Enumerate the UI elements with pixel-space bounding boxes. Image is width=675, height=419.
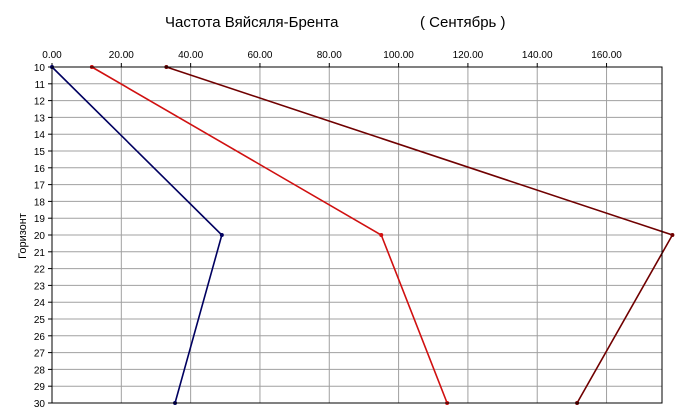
y-tick-label: 30: [34, 399, 46, 410]
data-point: [219, 233, 224, 237]
x-tick-labels: 0.00 20.00 40.00 60.00 80.00 100.00 120.00 140.…: [42, 50, 622, 67]
y-tick-label: 17: [34, 181, 46, 192]
data-point: [670, 233, 675, 237]
y-tick-label: 19: [34, 214, 46, 225]
y-tick-label: 15: [34, 147, 46, 158]
x-tick-label: 40.00: [178, 50, 203, 61]
x-tick-label: 100.00: [383, 50, 414, 61]
y-tick-label: 22: [34, 265, 46, 276]
chart-title: Частота Вяйсяля-Брента: [165, 14, 339, 31]
chart-subtitle: ( Сентябрь ): [420, 14, 506, 31]
grid-lines: [52, 67, 662, 403]
y-tick-label: 23: [34, 281, 46, 292]
y-tick-label: 21: [34, 248, 46, 259]
series-group: [50, 65, 675, 405]
y-tick-label: 18: [34, 197, 46, 208]
data-point: [379, 233, 384, 237]
y-tick-label: 28: [34, 365, 46, 376]
x-tick-label: 160.00: [591, 50, 622, 61]
x-tick-label: 60.00: [247, 50, 272, 61]
y-tick-label: 29: [34, 382, 46, 393]
y-tick-label: 10: [34, 63, 46, 74]
x-tick-label: 0.00: [42, 50, 62, 61]
y-tick-label: 24: [34, 298, 46, 309]
x-tick-label: 20.00: [109, 50, 134, 61]
x-tick-label: 120.00: [453, 50, 484, 61]
y-tick-label: 26: [34, 332, 46, 343]
x-tick-label: 80.00: [317, 50, 342, 61]
x-tick-label: 140.00: [522, 50, 553, 61]
y-tick-label: 20: [34, 231, 46, 242]
plot-frame: [51, 66, 663, 404]
y-tick-label: 27: [34, 349, 46, 360]
y-axis-label: Горизонт: [17, 213, 29, 259]
y-tick-label: 13: [34, 113, 46, 124]
y-tick-label: 11: [35, 80, 46, 91]
y-tick-label: 25: [34, 315, 46, 326]
y-tick-label: 12: [34, 97, 46, 108]
y-tick-label: 16: [34, 164, 46, 175]
y-tick-label: 14: [34, 130, 46, 141]
y-tick-labels: 10 11 12 13 14 15 16 17 18 19 20 21 22 23 24 25 26 27 28 29…: [34, 63, 52, 410]
